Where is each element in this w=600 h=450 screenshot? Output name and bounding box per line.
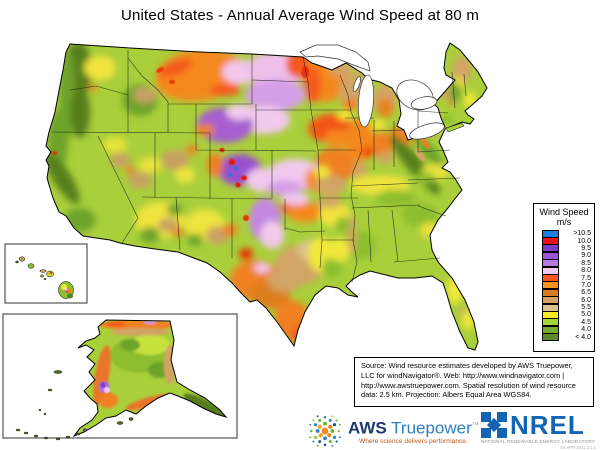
conus-region <box>45 42 488 351</box>
alaska-inset <box>2 313 238 441</box>
conus-outline <box>45 42 488 351</box>
legend-label: < 4.0 <box>575 333 591 341</box>
legend-entry: < 4.0 <box>534 333 594 342</box>
aws-wordmark: AWS Truepower™ Where science delivers pe… <box>348 418 479 446</box>
legend-label: 10.0 <box>577 237 591 245</box>
aws-globe-icon <box>309 415 341 447</box>
nrel-logo: NREL NATIONAL RENEWABLE ENERGY LABORATOR… <box>481 412 596 450</box>
nrel-full-name: NATIONAL RENEWABLE ENERGY LABORATORY <box>481 439 596 444</box>
legend-entries: >10.5 10.0 9.5 9.0 8.5 8.0 7.5 7.0 6.5 6.0 5.5 5.0 4… <box>534 229 594 342</box>
legend-label: 5.5 <box>581 304 591 312</box>
legend-label: 6.0 <box>581 296 591 304</box>
aws-truepower-logo: AWS Truepower™ Where science delivers pe… <box>306 412 479 450</box>
legend-label: 7.0 <box>581 281 591 289</box>
legend-label: 4.0 <box>581 326 591 334</box>
aws-tagline: Where science delivers performance. <box>358 438 468 446</box>
legend-label: 8.0 <box>581 267 591 275</box>
nrel-wordmark: NREL <box>510 410 585 440</box>
legend-label: 4.5 <box>581 318 591 326</box>
hawaii-inset <box>4 243 88 304</box>
alaska-outline <box>72 319 228 438</box>
hawaii-inset-box <box>4 243 88 304</box>
legend-title: Wind Speed m/s <box>539 207 589 227</box>
green-bay <box>353 76 361 92</box>
legend-label: 5.0 <box>581 311 591 319</box>
legend-label: 9.5 <box>581 244 591 252</box>
page-title: United States - Annual Average Wind Spee… <box>120 7 480 24</box>
lake-superior <box>299 44 371 72</box>
aleutian-islands <box>15 370 134 441</box>
lake-ontario <box>410 96 438 110</box>
wind-speed-legend: Wind Speed m/s >10.5 10.0 9.5 9.0 8.5 8.0 7.5 7… <box>533 203 595 352</box>
legend-label: 6.5 <box>581 289 591 297</box>
nrel-date-stamp: 04-APR-2011 2.1.1 <box>560 445 596 450</box>
lake-michigan <box>357 74 375 128</box>
great-lakes <box>299 44 445 140</box>
legend-label: 7.5 <box>581 274 591 282</box>
source-note: Source: Wind resource estimates develope… <box>354 357 594 407</box>
legend-swatch <box>542 333 559 342</box>
legend-label: 8.5 <box>581 259 591 267</box>
legend-label: 9.0 <box>581 252 591 260</box>
long-island <box>445 122 465 133</box>
source-text: Source: Wind resource estimates develope… <box>361 361 576 400</box>
legend-label: >10.5 <box>573 230 591 238</box>
lake-erie <box>409 122 445 140</box>
nrel-mark-icon <box>481 412 507 438</box>
